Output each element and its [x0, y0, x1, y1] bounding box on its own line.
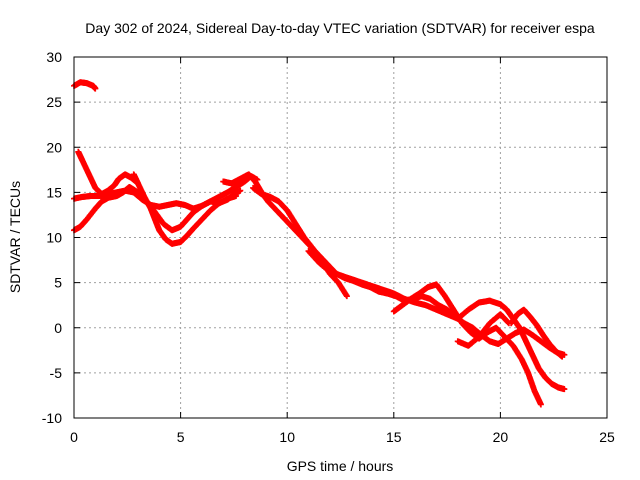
series-arc-5: [130, 171, 240, 247]
y-tick-label: -10: [42, 410, 62, 426]
y-tick-label: 15: [46, 184, 62, 200]
y-axis-label: SDTVAR / TECUs: [7, 181, 23, 293]
y-tick-label: -5: [50, 365, 63, 381]
x-tick-label: 0: [70, 429, 78, 445]
series-arc-9: [390, 281, 544, 408]
x-tick-label: 5: [177, 429, 185, 445]
x-tick-label: 15: [386, 429, 402, 445]
data-point: [343, 293, 350, 300]
x-tick-label: 20: [493, 429, 509, 445]
x-tick-label: 10: [279, 429, 295, 445]
data-point: [537, 401, 544, 408]
chart-title: Day 302 of 2024, Sidereal Day-to-day VTE…: [85, 20, 595, 36]
y-tick-label: 10: [46, 230, 62, 246]
x-axis-label: GPS time / hours: [287, 458, 394, 474]
data-points: [71, 79, 568, 408]
series-arc-11: [454, 311, 512, 349]
series-arc-10: [508, 306, 566, 360]
y-tick-label: 20: [46, 139, 62, 155]
data-point: [559, 353, 566, 360]
y-tick-label: 25: [46, 94, 62, 110]
y-tick-label: 5: [54, 275, 62, 291]
x-tick-label: 25: [599, 429, 615, 445]
data-point: [92, 85, 99, 92]
data-point: [561, 386, 568, 393]
data-point: [505, 320, 512, 327]
y-tick-label: 0: [54, 320, 62, 336]
series-arc-1: [71, 79, 99, 92]
axis-ticks: 0 5 10 15 20 25 -10 -5 0 5 10 15 20 25 30: [42, 49, 615, 445]
data-point: [237, 187, 244, 194]
y-tick-label: 30: [46, 49, 62, 65]
data-point: [233, 192, 240, 199]
